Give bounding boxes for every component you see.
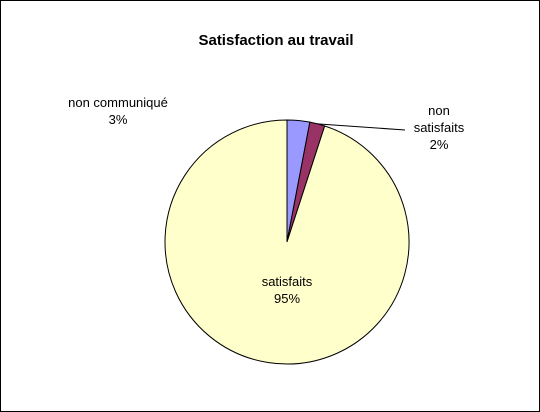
chart-title: Satisfaction au travail <box>198 32 353 49</box>
slice-value-label: 3% <box>108 112 128 127</box>
pie-slice <box>164 119 410 365</box>
slice-label: non communiqué <box>68 95 168 110</box>
slice-label: satisfaits <box>261 274 313 289</box>
leader-line <box>317 123 406 131</box>
slice-value-label: 2% <box>429 137 449 152</box>
slice-value-label: 95% <box>273 291 301 306</box>
slice-label: non satisfaits <box>413 103 465 135</box>
